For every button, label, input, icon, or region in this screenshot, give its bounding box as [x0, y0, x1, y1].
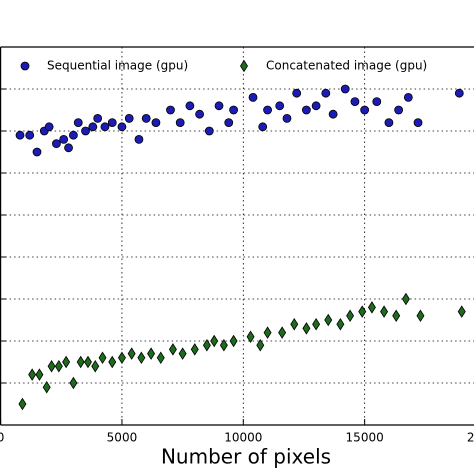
point	[166, 105, 175, 115]
point	[98, 351, 107, 365]
point	[302, 322, 311, 335]
point	[219, 338, 228, 352]
point	[454, 88, 464, 98]
point	[358, 305, 367, 318]
point	[127, 347, 136, 360]
point	[350, 97, 360, 106]
point	[263, 105, 272, 115]
point	[175, 118, 185, 127]
point	[28, 368, 37, 381]
point	[64, 143, 73, 153]
point	[42, 380, 51, 394]
point	[156, 351, 165, 365]
point	[69, 376, 78, 390]
point	[336, 317, 345, 331]
point	[62, 355, 71, 369]
legend-label: Concatenated image (gpu)	[266, 59, 427, 73]
point	[457, 305, 466, 318]
legend-label: Sequential image (gpu)	[47, 59, 188, 73]
point	[54, 359, 63, 373]
point	[168, 343, 177, 356]
point	[229, 334, 238, 348]
point	[394, 105, 404, 115]
point	[290, 317, 299, 331]
x-tick-label: 15000	[346, 431, 384, 445]
point	[18, 397, 27, 411]
point	[256, 338, 265, 352]
point	[278, 326, 287, 339]
point	[392, 309, 401, 323]
point	[25, 130, 35, 140]
point	[117, 122, 127, 132]
legend-marker	[240, 59, 248, 73]
point	[248, 93, 258, 102]
point	[292, 88, 302, 98]
point	[69, 130, 78, 140]
point	[100, 122, 110, 132]
point	[380, 305, 389, 318]
x-tick-label: 5000	[107, 431, 138, 445]
point	[88, 122, 98, 132]
point	[384, 118, 394, 127]
point	[214, 101, 224, 111]
point	[81, 126, 90, 136]
point	[311, 101, 321, 111]
point	[107, 118, 117, 127]
point	[52, 139, 61, 149]
point	[282, 114, 292, 123]
point	[76, 355, 85, 369]
x-tick-label: 10000	[224, 431, 262, 445]
x-tick-label: 0	[0, 431, 4, 445]
point	[185, 101, 195, 111]
point	[416, 309, 425, 323]
x-axis-label: Number of pixels	[161, 445, 331, 469]
point	[302, 105, 311, 115]
point	[91, 359, 100, 373]
point	[210, 334, 219, 348]
point	[44, 122, 54, 132]
point	[137, 351, 146, 365]
point	[360, 105, 370, 115]
point	[403, 93, 413, 102]
point	[32, 147, 42, 157]
point	[151, 118, 161, 127]
point	[73, 118, 83, 127]
point	[246, 330, 255, 344]
point	[312, 317, 321, 331]
point	[340, 84, 350, 94]
point	[134, 134, 144, 144]
point	[224, 118, 234, 127]
point	[202, 338, 211, 352]
point	[346, 309, 355, 323]
point	[147, 347, 156, 360]
point	[324, 313, 333, 327]
point	[93, 114, 103, 123]
point	[367, 301, 376, 314]
point	[47, 359, 56, 373]
legend-marker	[20, 61, 30, 71]
point	[190, 343, 199, 356]
point	[15, 130, 25, 140]
point	[178, 347, 187, 360]
point	[328, 109, 338, 119]
point	[321, 88, 331, 98]
point	[258, 122, 268, 132]
point	[204, 126, 214, 136]
point	[83, 355, 92, 369]
point	[372, 97, 382, 106]
point	[263, 326, 272, 339]
point	[229, 105, 238, 115]
point	[141, 114, 151, 123]
point	[108, 355, 117, 369]
point	[195, 109, 205, 119]
point	[59, 134, 69, 144]
point	[117, 351, 126, 365]
point	[401, 292, 410, 306]
point	[275, 101, 285, 111]
point	[35, 368, 44, 381]
point	[413, 118, 423, 127]
x-tick-label: 20000	[467, 431, 474, 445]
point	[124, 114, 134, 123]
